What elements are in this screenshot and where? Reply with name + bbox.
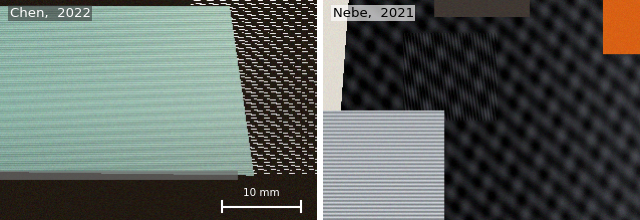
Text: Nebe,  2021: Nebe, 2021 [333, 7, 414, 20]
Text: Chen,  2022: Chen, 2022 [10, 7, 90, 20]
Text: 10 mm: 10 mm [243, 188, 280, 198]
